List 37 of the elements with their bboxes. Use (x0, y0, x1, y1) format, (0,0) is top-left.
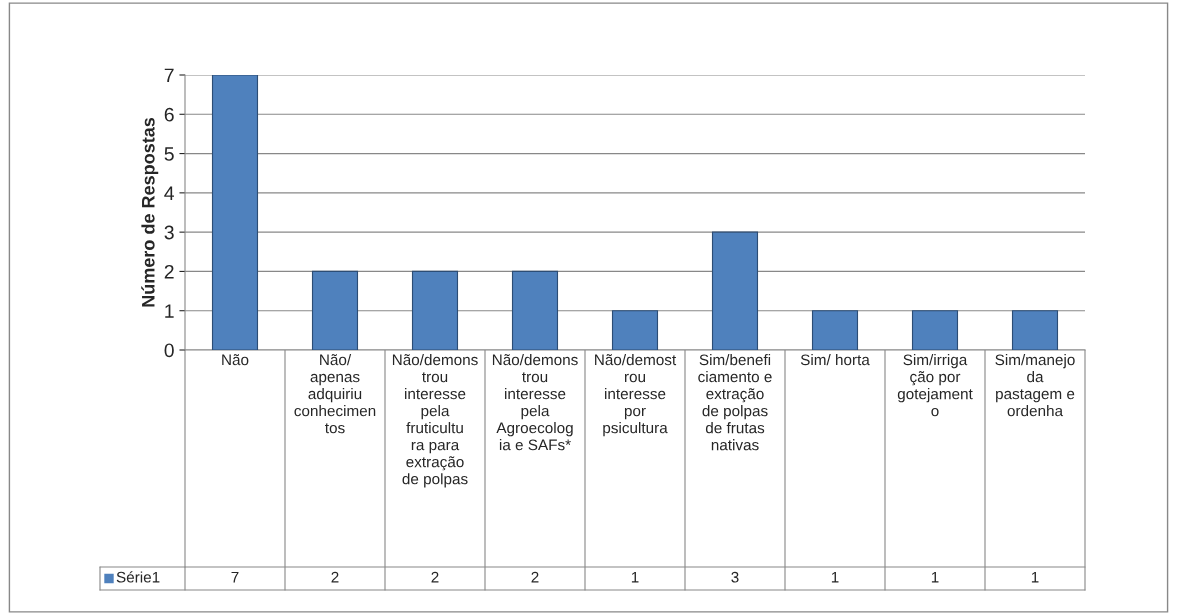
bar (311, 270, 359, 350)
legend-label: Série1 (116, 571, 160, 583)
y-tick-label: 6 (164, 107, 174, 122)
y-tick-label: 1 (165, 304, 174, 318)
y-tick-label: 7 (164, 68, 174, 83)
data-label: 1 (831, 571, 839, 583)
x-tick-label: Sim/manejo da pastagem e ordenha (995, 354, 1075, 417)
data-label: 1 (631, 571, 639, 583)
x-tick-label: Não (222, 354, 249, 366)
y-tick-label: 2 (164, 264, 174, 279)
y-tick-label: 5 (164, 147, 174, 161)
bar (1011, 310, 1059, 350)
x-tick-label: Sim/ horta (800, 354, 870, 366)
data-label: 2 (431, 571, 439, 583)
bar (211, 75, 259, 350)
x-tick-label: Sim/beneficiamento e extração de polpas de frutas nativas (698, 354, 772, 451)
bar (411, 270, 459, 350)
bar (711, 231, 759, 350)
y-tick-label: 4 (164, 186, 175, 200)
data-label: 2 (531, 571, 539, 583)
data-label: 1 (931, 571, 939, 583)
data-label: 1 (1031, 571, 1039, 583)
y-axis-title: Número de Respostas (141, 117, 159, 307)
y-tick-label: 0 (164, 343, 174, 358)
x-tick-label: Não/ apenas adquiriu conhecimentos (294, 354, 376, 434)
x-tick-label: Sim/irrigação por gotejamento (897, 354, 973, 417)
bar (511, 270, 559, 350)
x-tick-label: Não/demonstrou interesse pela fruticultura para extração de polpas (392, 354, 478, 488)
x-tick-label: Não/demostrou interesse por psicultura (595, 354, 677, 437)
y-tick-label: 3 (164, 225, 174, 240)
bar (811, 310, 859, 350)
x-tick-label: Não/demonstrou interesse pela Agroecologia e SAFs* (492, 354, 578, 451)
data-label: 7 (231, 571, 239, 583)
bar (911, 310, 959, 350)
data-label: 2 (331, 571, 339, 583)
bar (611, 310, 659, 350)
data-label: 3 (731, 571, 739, 583)
